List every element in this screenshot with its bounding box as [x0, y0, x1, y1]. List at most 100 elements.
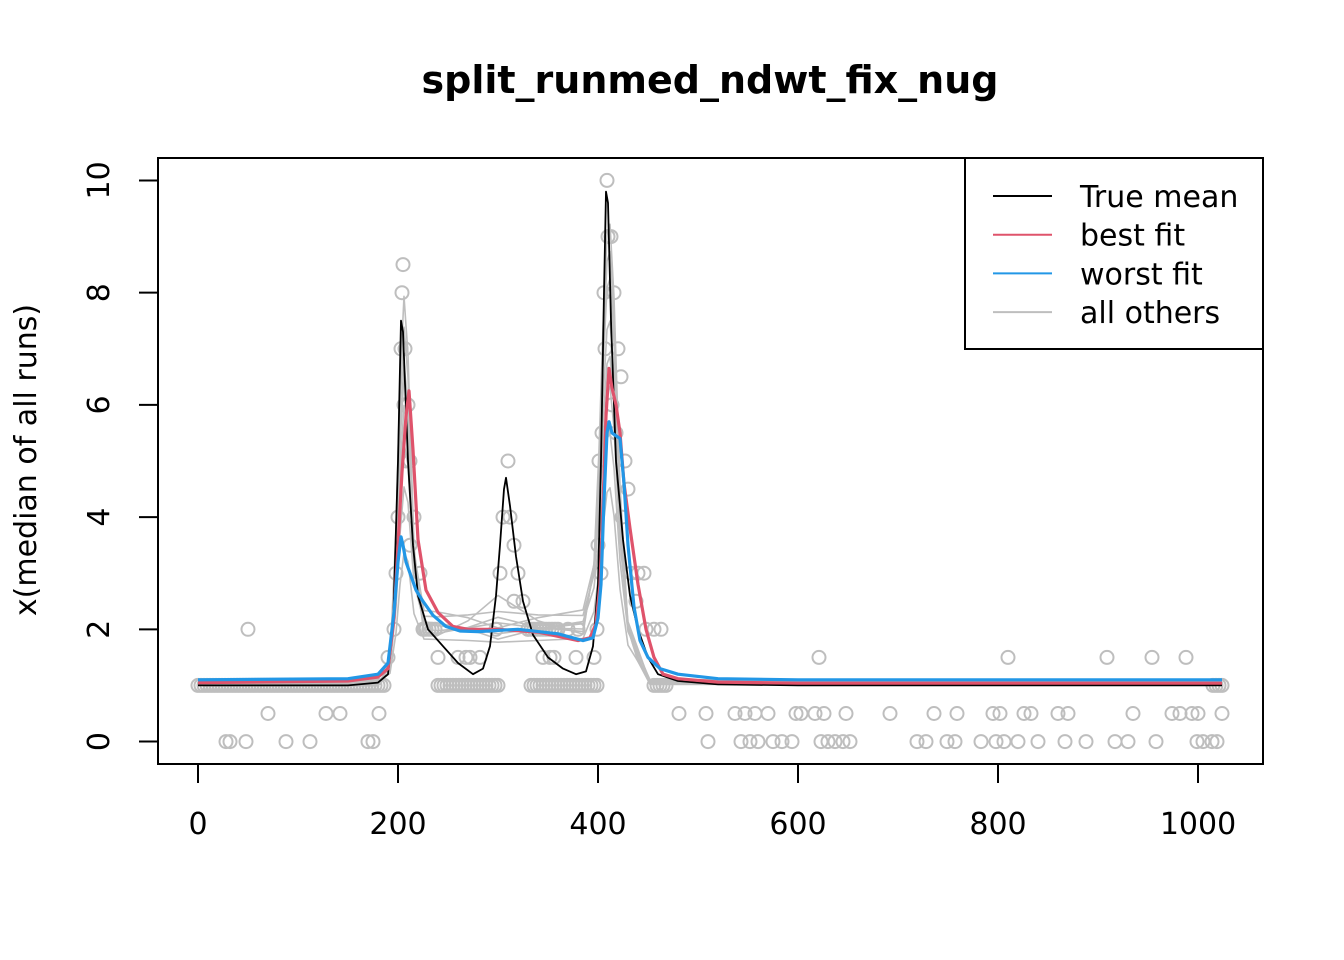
data-point [371, 706, 387, 721]
data-point [222, 734, 238, 750]
data-point [1057, 734, 1073, 750]
x-tick-label: 200 [369, 807, 426, 842]
data-point [360, 734, 376, 750]
data-point [260, 706, 276, 721]
data-point [811, 649, 827, 665]
data-point [1209, 734, 1225, 750]
other-fit-line [198, 320, 1222, 686]
data-point [1050, 706, 1066, 721]
other-fit-line [198, 385, 1222, 683]
data-point [620, 481, 636, 497]
data-point [462, 649, 478, 665]
data-point [985, 706, 1001, 721]
data-point [1120, 734, 1136, 750]
data-point [1204, 734, 1220, 750]
y-tick-label: 6 [82, 395, 117, 414]
data-point [816, 706, 832, 721]
data-point [765, 734, 781, 750]
x-tick-label: 800 [969, 807, 1026, 842]
data-point [490, 677, 506, 693]
worst-fit-line [197, 420, 1222, 682]
data-point [500, 453, 516, 469]
y-tick-label: 8 [82, 283, 117, 302]
data-point [1125, 706, 1141, 721]
data-point [918, 734, 934, 750]
series-lines [197, 190, 1222, 687]
data-point [737, 706, 753, 721]
legend-label: all others [1080, 296, 1220, 331]
legend-label: True mean [1079, 180, 1238, 215]
data-point [1164, 706, 1180, 721]
data-point [1184, 706, 1200, 721]
other-fit-line [198, 355, 1222, 684]
data-point [760, 706, 776, 721]
data-point [742, 734, 758, 750]
data-point [515, 593, 531, 609]
y-tick-label: 10 [82, 161, 117, 199]
other-fit-line [198, 487, 1222, 682]
data-point [240, 621, 256, 637]
data-point [949, 706, 965, 721]
data-point [774, 734, 790, 750]
x-tick-label: 0 [188, 807, 207, 842]
data-point [599, 172, 615, 188]
data-point [700, 734, 716, 750]
chart-title: split_runmed_ndwt_fix_nug [422, 58, 999, 102]
data-point [842, 734, 858, 750]
data-point [947, 734, 963, 750]
data-point [1060, 706, 1076, 721]
y-axis-label: x(median of all runs) [9, 304, 44, 616]
data-point [1000, 649, 1016, 665]
data-point [1148, 734, 1164, 750]
data-point [827, 734, 843, 750]
data-point [542, 649, 558, 665]
data-point [1030, 734, 1046, 750]
x-tick-label: 1000 [1160, 807, 1236, 842]
data-point [1010, 734, 1026, 750]
data-point [926, 706, 942, 721]
data-point [727, 706, 743, 721]
data-point [1016, 706, 1032, 721]
data-point [973, 734, 989, 750]
data-point [835, 734, 851, 750]
data-point [1214, 706, 1230, 721]
data-point [332, 706, 348, 721]
x-axis: 0 200 400 600 800 1000 [188, 763, 1236, 842]
data-point [747, 706, 763, 721]
data-point [992, 706, 1008, 721]
x-tick-label: 400 [569, 807, 626, 842]
data-point [218, 734, 234, 750]
data-point [988, 734, 1004, 750]
y-tick-label: 4 [82, 508, 117, 527]
data-point [1078, 734, 1094, 750]
data-point [365, 734, 381, 750]
data-point [302, 734, 318, 750]
data-point [492, 565, 508, 581]
data-point [939, 734, 955, 750]
data-point [1178, 649, 1194, 665]
data-point [238, 734, 254, 750]
data-point [278, 734, 294, 750]
data-point [733, 734, 749, 750]
other-fit-line [198, 432, 1222, 681]
data-point [838, 706, 854, 721]
y-axis: 0 2 4 6 8 10 [82, 161, 159, 751]
data-point [788, 706, 804, 721]
data-point [1023, 706, 1039, 721]
x-tick-label: 600 [769, 807, 826, 842]
data-point [653, 621, 669, 637]
legend-label: worst fit [1080, 257, 1203, 292]
data-point [458, 649, 474, 665]
y-tick-label: 0 [82, 732, 117, 751]
data-point [698, 706, 714, 721]
data-point [750, 734, 766, 750]
data-point [376, 677, 392, 693]
data-point [784, 734, 800, 750]
data-point [807, 706, 823, 721]
legend-box [964, 157, 1264, 350]
data-point [430, 649, 446, 665]
data-points [190, 172, 1230, 750]
legend-label: best fit [1080, 219, 1185, 254]
